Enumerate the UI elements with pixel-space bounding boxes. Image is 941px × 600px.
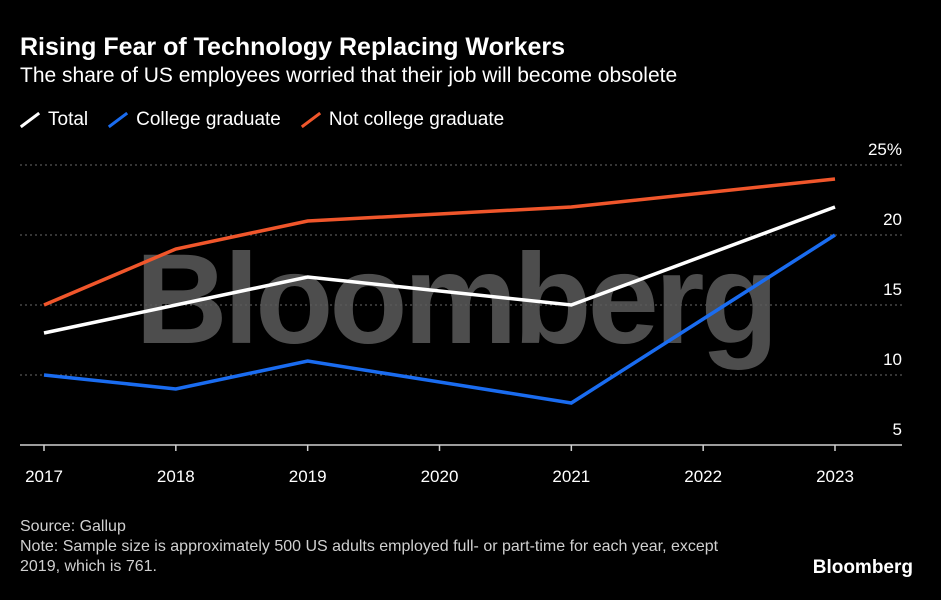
x-axis-tick-labels: 2017 2018 2019 2020 2021 2022 2023 bbox=[25, 467, 854, 486]
y-tick-label-15: 15 bbox=[883, 280, 902, 299]
x-tick-label-2019: 2019 bbox=[289, 467, 327, 486]
legend-item-college-graduate: College graduate bbox=[108, 109, 281, 131]
legend: Total College graduate Not college gradu… bbox=[20, 109, 524, 131]
y-axis-tick-labels: 5 10 15 20 25% bbox=[868, 140, 902, 439]
legend-item-not-college-graduate: Not college graduate bbox=[300, 109, 505, 131]
legend-item-total: Total bbox=[20, 109, 88, 131]
legend-label-not-college-graduate: Not college graduate bbox=[328, 109, 505, 130]
chart-subtitle: The share of US employees worried that t… bbox=[20, 64, 678, 87]
x-tick-label-2022: 2022 bbox=[684, 467, 722, 486]
chart-title: Rising Fear of Technology Replacing Work… bbox=[20, 33, 566, 61]
y-tick-label-25: 25% bbox=[868, 140, 902, 159]
source-text: Source: Gallup bbox=[20, 518, 126, 535]
bloomberg-watermark: Bloomberg bbox=[135, 228, 775, 371]
bloomberg-logo: Bloomberg bbox=[812, 557, 913, 578]
legend-label-college-graduate: College graduate bbox=[136, 109, 281, 130]
legend-swatch-not-college-graduate bbox=[300, 112, 321, 128]
legend-label-total: Total bbox=[48, 109, 89, 130]
note-text: Note: Sample size is approximately 500 U… bbox=[20, 538, 719, 575]
x-tick-label-2020: 2020 bbox=[421, 467, 459, 486]
y-tick-label-5: 5 bbox=[893, 420, 902, 439]
x-tick-label-2017: 2017 bbox=[25, 467, 63, 486]
x-tick-label-2021: 2021 bbox=[552, 467, 590, 486]
x-axis bbox=[20, 444, 902, 451]
legend-swatch-college-graduate bbox=[108, 112, 129, 128]
x-tick-label-2018: 2018 bbox=[157, 467, 195, 486]
y-tick-label-20: 20 bbox=[883, 210, 902, 229]
legend-swatch-total bbox=[20, 112, 40, 128]
y-tick-label-10: 10 bbox=[883, 350, 902, 369]
series-lines bbox=[43, 177, 836, 405]
x-tick-label-2023: 2023 bbox=[816, 467, 854, 486]
source-notes: Source: Gallup Note: Sample size is appr… bbox=[20, 517, 740, 577]
